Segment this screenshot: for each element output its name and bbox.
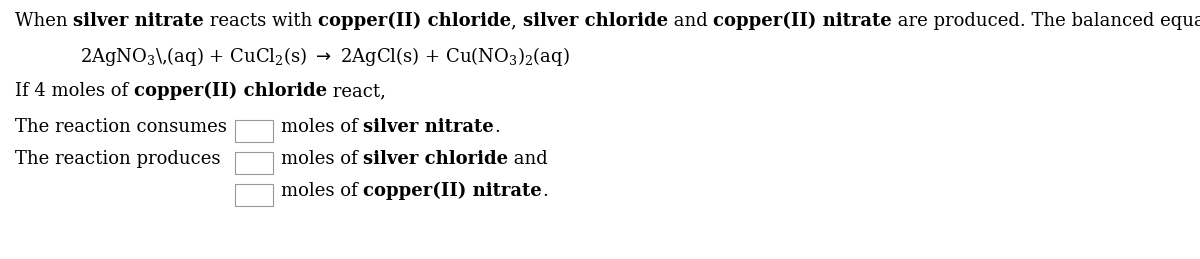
FancyBboxPatch shape [235,152,272,174]
Text: and: and [668,12,713,30]
Text: copper(II) nitrate: copper(II) nitrate [713,12,892,30]
Text: moles of: moles of [281,118,364,136]
Text: silver nitrate: silver nitrate [73,12,204,30]
Text: reacts with: reacts with [204,12,318,30]
Text: When: When [14,12,73,30]
Text: moles of: moles of [281,150,364,168]
Text: If 4 moles of: If 4 moles of [14,82,134,100]
Text: copper(II) chloride: copper(II) chloride [318,12,511,30]
Text: silver chloride: silver chloride [364,150,509,168]
Text: $\mathregular{2AgNO_3}$\,(aq) + $\mathregular{CuCl_2}$(s) $\rightarrow$ $\mathre: $\mathregular{2AgNO_3}$\,(aq) + $\mathre… [80,45,570,68]
Text: .: . [542,182,548,200]
Text: The reaction produces: The reaction produces [14,150,221,168]
FancyBboxPatch shape [235,120,272,142]
Text: silver chloride: silver chloride [523,12,668,30]
Text: .: . [494,118,500,136]
Text: ,: , [511,12,523,30]
Text: copper(II) chloride: copper(II) chloride [134,82,326,100]
Text: copper(II) nitrate: copper(II) nitrate [364,182,542,200]
Text: are produced. The balanced equation for this reaction is:: are produced. The balanced equation for … [892,12,1200,30]
Text: and: and [509,150,548,168]
Text: moles of: moles of [281,182,364,200]
Text: The reaction consumes: The reaction consumes [14,118,227,136]
Text: react,: react, [326,82,386,100]
FancyBboxPatch shape [235,184,272,206]
Text: silver nitrate: silver nitrate [364,118,494,136]
